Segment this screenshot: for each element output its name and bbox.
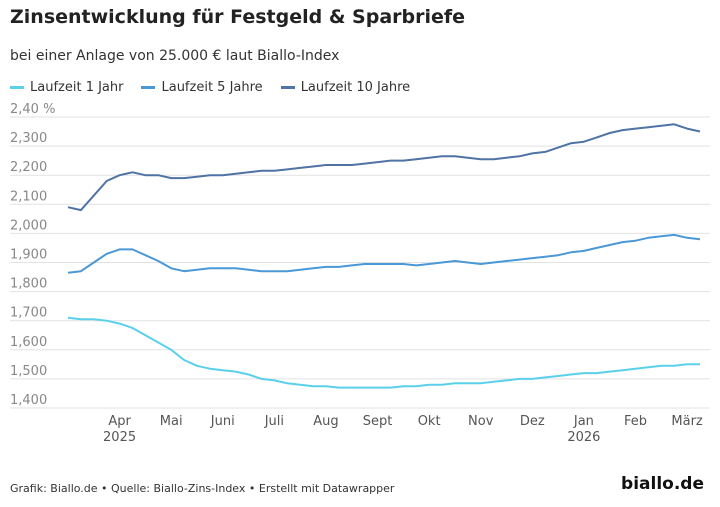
x-tick-label: Juli: [264, 414, 284, 429]
data-line: [67, 316, 700, 389]
x-tick-label: Mai: [159, 414, 183, 429]
y-tick-label: 1,800: [10, 277, 47, 292]
chart: 1,400 1,500 1,600 1,700 1,800 1,900 2,000 2,100…: [10, 102, 710, 409]
legend-swatch: [10, 86, 24, 89]
chart-subtitle: bei einer Anlage von 25.000 € laut Biall…: [10, 48, 340, 64]
y-tick-label: 1,600: [10, 335, 47, 350]
source-note: Grafik: Biallo.de • Quelle: Biallo-Zins-…: [10, 482, 395, 495]
y-tick-label: 2,000: [10, 218, 47, 233]
y-tick-label: 2,200: [10, 160, 47, 175]
legend-label: Laufzeit 1 Jahr: [30, 80, 124, 95]
legend-label: Laufzeit 10 Jahre: [300, 80, 411, 95]
y-tick-label: 1,400: [10, 393, 47, 408]
y-tick-label: 2,300: [10, 131, 47, 146]
legend-item: Laufzeit 10 Jahre: [280, 80, 411, 95]
legend-swatch: [280, 86, 295, 89]
x-tick-label: Juni: [210, 414, 235, 429]
legend-item: Laufzeit 5 Jahre: [141, 80, 263, 95]
x-tick-label: Jan 2026: [567, 414, 601, 445]
y-tick-label: 1,900: [10, 248, 47, 263]
x-tick-label: Okt: [417, 414, 441, 429]
x-tick-label: Sept: [362, 414, 393, 429]
y-tick-label: 2,40 %: [10, 102, 55, 117]
x-tick-label: Aug: [313, 414, 339, 429]
x-tick-label: Feb: [623, 414, 648, 429]
legend-label: Laufzeit 5 Jahre: [161, 80, 263, 95]
data-line: [67, 123, 701, 212]
legend-swatch: [141, 86, 156, 89]
chart-title: Zinsentwicklung für Festgeld & Sparbrief…: [10, 6, 466, 28]
x-tick-label: Apr 2025: [103, 414, 137, 445]
logo: biallo.de: [621, 474, 704, 494]
x-tick-label: Dez: [519, 414, 545, 429]
x-tick-label: Nov: [468, 414, 494, 429]
legend: Laufzeit 1 Jahr Laufzeit 5 Jahre Laufzeit …: [10, 80, 410, 95]
legend-item: Laufzeit 1 Jahr: [10, 80, 123, 95]
y-tick-label: 2,100: [10, 189, 47, 204]
y-tick-label: 1,500: [10, 364, 47, 379]
y-tick-label: 1,700: [10, 306, 47, 321]
data-line: [67, 233, 701, 274]
x-tick-label: März: [671, 414, 703, 429]
